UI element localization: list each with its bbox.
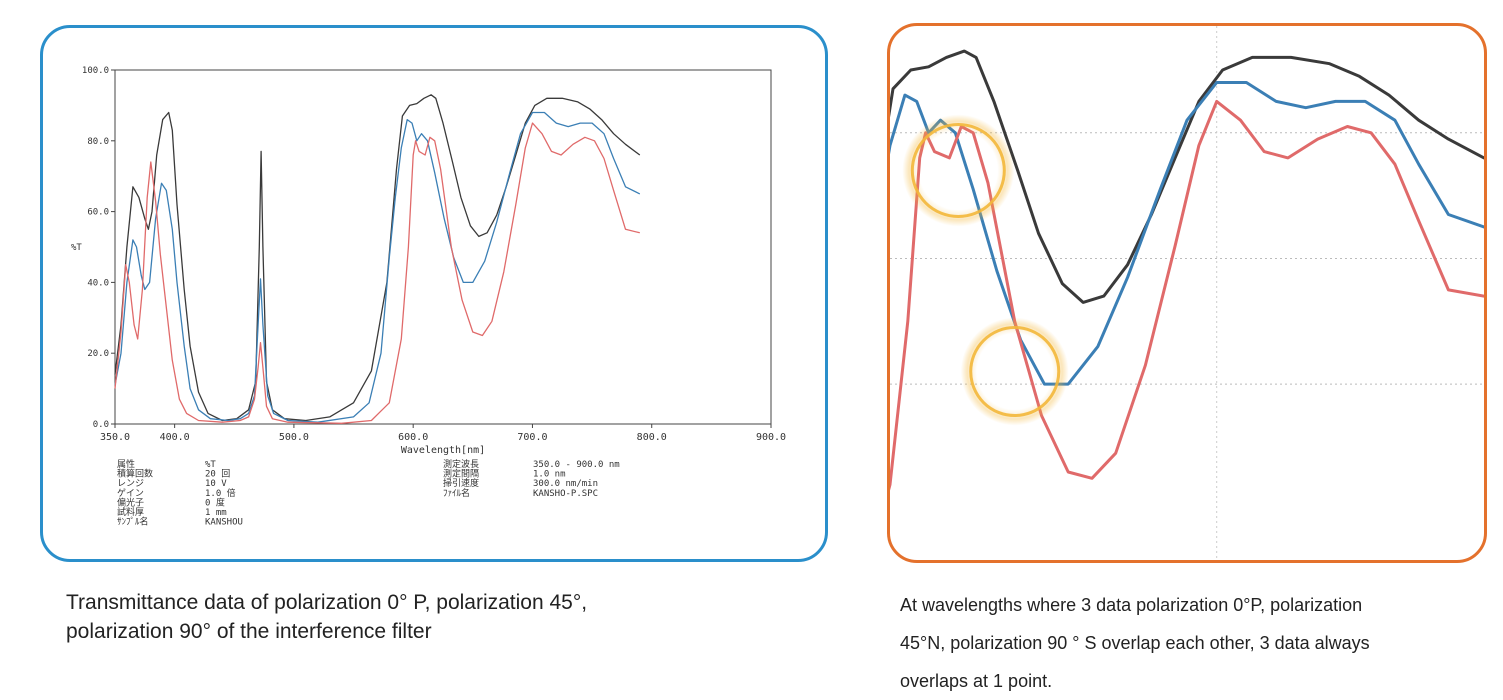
- info-value: KANSHOU: [205, 518, 243, 528]
- y-tick-label: 60.0: [87, 208, 109, 218]
- x-tick-label: 400.0: [160, 432, 190, 443]
- zoom-grid: [890, 26, 1484, 560]
- x-tick-label: 350.0: [100, 432, 130, 443]
- y-axis-label: %T: [71, 243, 82, 253]
- info-key: ｻﾝﾌﾟﾙ名: [117, 516, 149, 528]
- info-key: 属性: [117, 458, 135, 470]
- zoom-series-black-line: [890, 49, 1484, 304]
- right-caption-line-2: 45°N, polarization 90 ° S overlap each o…: [900, 633, 1370, 653]
- info-key: レンジ: [117, 479, 144, 489]
- left-caption-line-2: polarization 90° of the interference fil…: [66, 620, 432, 643]
- overlap-highlight-circle: [910, 122, 1006, 218]
- right-caption: At wavelengths where 3 data polarization…: [900, 586, 1490, 700]
- series-black-line: [114, 94, 641, 422]
- spectrum-chart-panel: 350.0 400.0 500.0 600.0 700.0 800.0 900.0 100.0…: [40, 25, 828, 562]
- spectrum-chart: 350.0 400.0 500.0 600.0 700.0 800.0 900.0 100.0…: [71, 66, 786, 528]
- info-value: 1.0 倍: [205, 487, 236, 499]
- y-tick-label: 0.0: [93, 420, 109, 430]
- y-tick-label: 100.0: [82, 66, 109, 76]
- left-caption-line-1: Transmittance data of polarization 0° P,…: [66, 591, 588, 614]
- info-key: ゲイン: [117, 487, 144, 499]
- info-key: 測定波長: [443, 458, 479, 470]
- info-value: %T: [205, 460, 216, 470]
- info-value: KANSHO-P.SPC: [533, 489, 598, 499]
- info-key: 測定間隔: [443, 468, 479, 480]
- plot-area: [114, 69, 772, 425]
- zoom-series-blue-line: [890, 81, 1484, 386]
- overlap-highlight-glow: [902, 114, 1015, 227]
- info-value: 20 回: [205, 469, 230, 480]
- zoomed-chart: [890, 26, 1484, 560]
- zoomed-detail-panel: [887, 23, 1487, 563]
- x-axis-label: Wavelength[nm]: [401, 445, 485, 456]
- info-value: 1 mm: [205, 508, 227, 518]
- info-key: 偏光子: [117, 496, 144, 508]
- y-tick-label: 80.0: [87, 137, 109, 147]
- overlap-highlight-glow: [960, 317, 1069, 426]
- y-tick-label: 40.0: [87, 278, 109, 288]
- info-key: 積算回数: [117, 468, 153, 480]
- x-tick-label: 500.0: [279, 432, 309, 443]
- info-key: ﾌｧｲﾙ名: [443, 487, 470, 499]
- series-red-line: [114, 122, 640, 424]
- right-caption-line-3: overlaps at 1 point.: [900, 671, 1053, 691]
- info-value: 1.0 nm: [533, 470, 566, 480]
- y-tick-label: 20.0: [87, 349, 109, 359]
- info-key: 掃引速度: [443, 477, 479, 489]
- overlap-highlight-circle: [969, 326, 1061, 418]
- series-blue-line: [114, 111, 641, 423]
- x-tick-label: 700.0: [517, 432, 547, 443]
- info-key: 試料厚: [117, 506, 144, 518]
- left-caption: Transmittance data of polarization 0° P,…: [66, 588, 786, 646]
- info-value: 10 V: [205, 479, 227, 489]
- x-tick-label: 900.0: [756, 432, 786, 443]
- x-tick-label: 800.0: [637, 432, 667, 443]
- right-caption-line-1: At wavelengths where 3 data polarization…: [900, 595, 1363, 615]
- info-value: 350.0 - 900.0 nm: [533, 460, 620, 470]
- info-value: 300.0 nm/min: [533, 479, 598, 489]
- info-value: 0 度: [205, 496, 225, 508]
- x-tick-label: 600.0: [398, 432, 428, 443]
